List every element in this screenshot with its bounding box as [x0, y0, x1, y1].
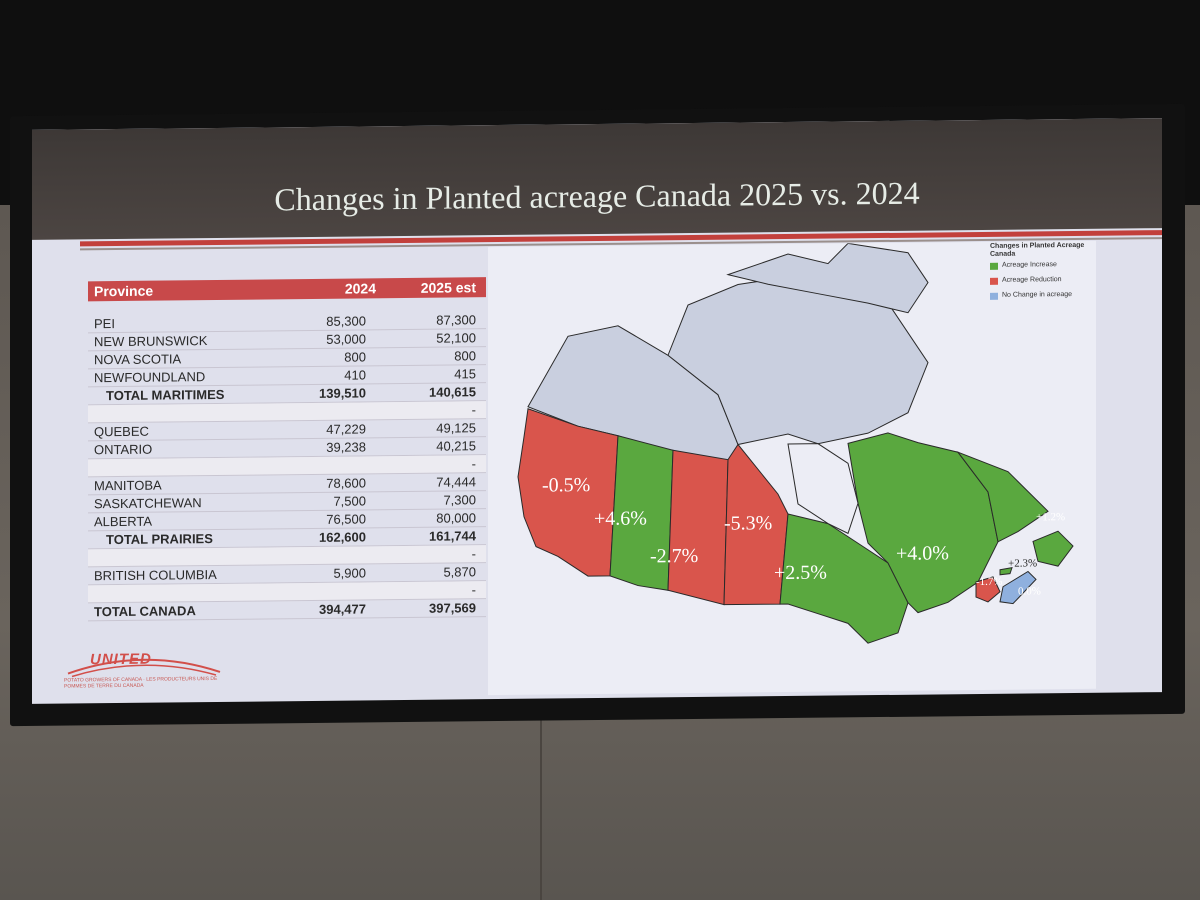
value-2024-cell: 85,300 [326, 313, 366, 329]
region-saskatchewan [667, 449, 729, 606]
value-2024-cell: 162,600 [319, 529, 366, 545]
region-arctic-islands [726, 242, 929, 314]
value-2024-cell: 394,477 [319, 601, 366, 617]
province-cell: TOTAL PRAIRIES [106, 531, 213, 548]
legend-title: Changes in Planted Acreage Canada [990, 241, 1085, 258]
value-2024-cell: 78,600 [326, 475, 366, 491]
value-2025-cell: 80,000 [436, 510, 476, 526]
wall-seam [540, 700, 542, 900]
region-british-columbia [517, 408, 619, 577]
projected-slide: Changes in Planted acreage Canada 2025 v… [32, 118, 1162, 704]
logo-subtitle: POTATO GROWERS OF CANADA · LES PRODUCTEU… [64, 675, 218, 690]
province-cell: NOVA SCOTIA [94, 351, 182, 368]
province-cell: TOTAL CANADA [94, 603, 196, 620]
legend-swatch [990, 292, 998, 300]
value-2024-cell: 800 [344, 349, 366, 365]
label-pei: +2.3% [1008, 557, 1038, 570]
label-nb: -1.7% [976, 575, 1003, 589]
region-new-brunswick [975, 576, 1001, 603]
value-2024-cell: 410 [344, 367, 366, 383]
value-2025-cell: 800 [454, 348, 476, 364]
province-cell: ONTARIO [94, 441, 153, 458]
province-cell: SASKATCHEWAN [94, 495, 202, 512]
value-2025-cell: 397,569 [429, 600, 476, 616]
label-sk: -2.7% [650, 544, 699, 568]
value-2025-cell: 5,870 [443, 564, 476, 580]
province-cell: BRITISH COLUMBIA [94, 566, 217, 584]
value-2025-cell: 52,100 [436, 330, 476, 346]
value-2024-cell: 76,500 [326, 511, 366, 527]
title-bar: Changes in Planted acreage Canada 2025 v… [32, 118, 1162, 240]
region-alberta [609, 435, 674, 591]
value-2025-cell: 7,300 [443, 492, 476, 508]
header-province: Province [94, 282, 154, 300]
legend-label: No Change in acreage [1002, 291, 1073, 299]
legend-item: Acreage Increase [990, 261, 1086, 274]
value-2025-cell: 140,615 [429, 384, 476, 400]
value-2025-cell: 49,125 [436, 420, 476, 436]
legend-swatch [990, 277, 998, 285]
province-cell: PEI [94, 316, 115, 332]
acreage-table: Province 2024 2025 est PEI 85,300 87,300 NE… [88, 277, 486, 622]
logo-stripes-icon [67, 658, 221, 678]
value-2025-cell: - [471, 456, 476, 472]
label-ab: +4.6% [594, 507, 647, 531]
legend-label: Acreage Reduction [1002, 276, 1062, 284]
label-mb: -5.3% [724, 512, 773, 535]
value-2025-cell: 161,744 [429, 528, 476, 544]
canada-map: -0.5% +4.6% -2.7% -5.3% +2.5% +4.0% +1.2… [488, 240, 1096, 696]
region-pei [999, 567, 1013, 576]
province-cell: TOTAL MARITIMES [106, 386, 225, 404]
header-2024: 2024 [344, 280, 376, 297]
region-ontario [779, 513, 909, 644]
value-2025-cell: - [471, 402, 476, 418]
canada-map-svg [517, 242, 1074, 644]
region-newfoundland-labrador [956, 451, 1049, 543]
region-newfoundland-island [1032, 530, 1074, 567]
hudson-bay [787, 443, 859, 535]
province-cell: ALBERTA [94, 513, 153, 530]
label-bc: -0.5% [542, 474, 591, 497]
value-2025-cell: 415 [454, 366, 476, 382]
province-cell: MANITOBA [94, 477, 162, 494]
province-cell: NEWFOUNDLAND [94, 369, 206, 386]
map-legend: Changes in Planted Acreage Canada Acreag… [990, 242, 1086, 329]
region-nova-scotia [999, 570, 1037, 605]
table-body: PEI 85,300 87,300 NEW BRUNSWICK 53,000 52,100… [88, 311, 486, 622]
legend-item: No Change in acreage [990, 291, 1086, 304]
united-potato-logo: UNITED POTATO GROWERS OF CANADA · LES PR… [64, 650, 221, 692]
value-2024-cell: 53,000 [326, 331, 366, 347]
table-row: TOTAL CANADA 394,477 397,569 [88, 599, 486, 622]
label-ns: 0.0% [1018, 585, 1041, 598]
legend-item: Acreage Reduction [990, 276, 1086, 289]
value-2024-cell: 5,900 [333, 565, 366, 581]
value-2024-cell: 47,229 [326, 421, 366, 437]
value-2024-cell: 39,238 [326, 439, 366, 455]
value-2025-cell: - [471, 546, 476, 562]
region-quebec [847, 432, 999, 614]
slide-title: Changes in Planted acreage Canada 2025 v… [274, 174, 920, 218]
province-cell: QUEBEC [94, 423, 149, 440]
header-2025: 2025 est [420, 279, 476, 296]
value-2025-cell: 40,215 [436, 438, 476, 454]
value-2025-cell: 74,444 [436, 474, 476, 490]
legend-items: Acreage Increase Acreage Reduction No Chan… [990, 261, 1086, 304]
label-qc: +4.0% [896, 542, 949, 565]
legend-label: Acreage Increase [1002, 261, 1057, 269]
label-on: +2.5% [774, 561, 827, 585]
value-2024-cell: 139,510 [319, 385, 366, 401]
value-2025-cell: 87,300 [436, 312, 476, 328]
value-2024-cell: 7,500 [333, 493, 366, 509]
label-nl: +1.2% [1036, 511, 1066, 524]
logo-wordmark: UNITED [90, 650, 152, 669]
value-2025-cell: - [471, 582, 476, 598]
table-header: Province 2024 2025 est [88, 277, 486, 302]
province-cell: NEW BRUNSWICK [94, 333, 208, 350]
legend-swatch [990, 262, 998, 270]
